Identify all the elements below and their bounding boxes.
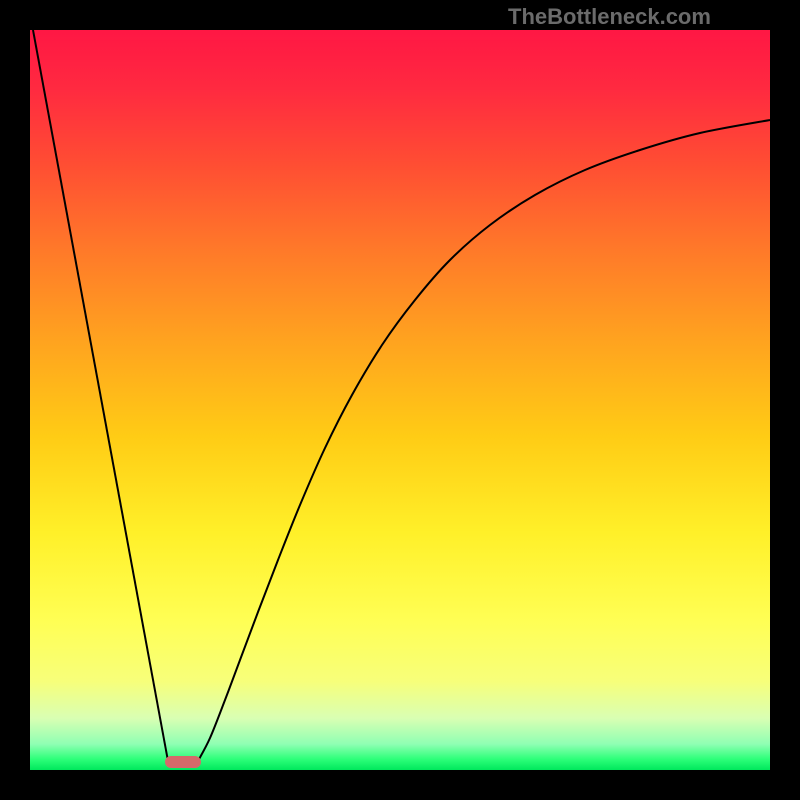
valley-marker (165, 756, 201, 768)
plot-svg (0, 0, 800, 800)
watermark-text: TheBottleneck.com (508, 4, 711, 30)
chart-container: TheBottleneck.com (0, 0, 800, 800)
plot-background (30, 30, 770, 770)
